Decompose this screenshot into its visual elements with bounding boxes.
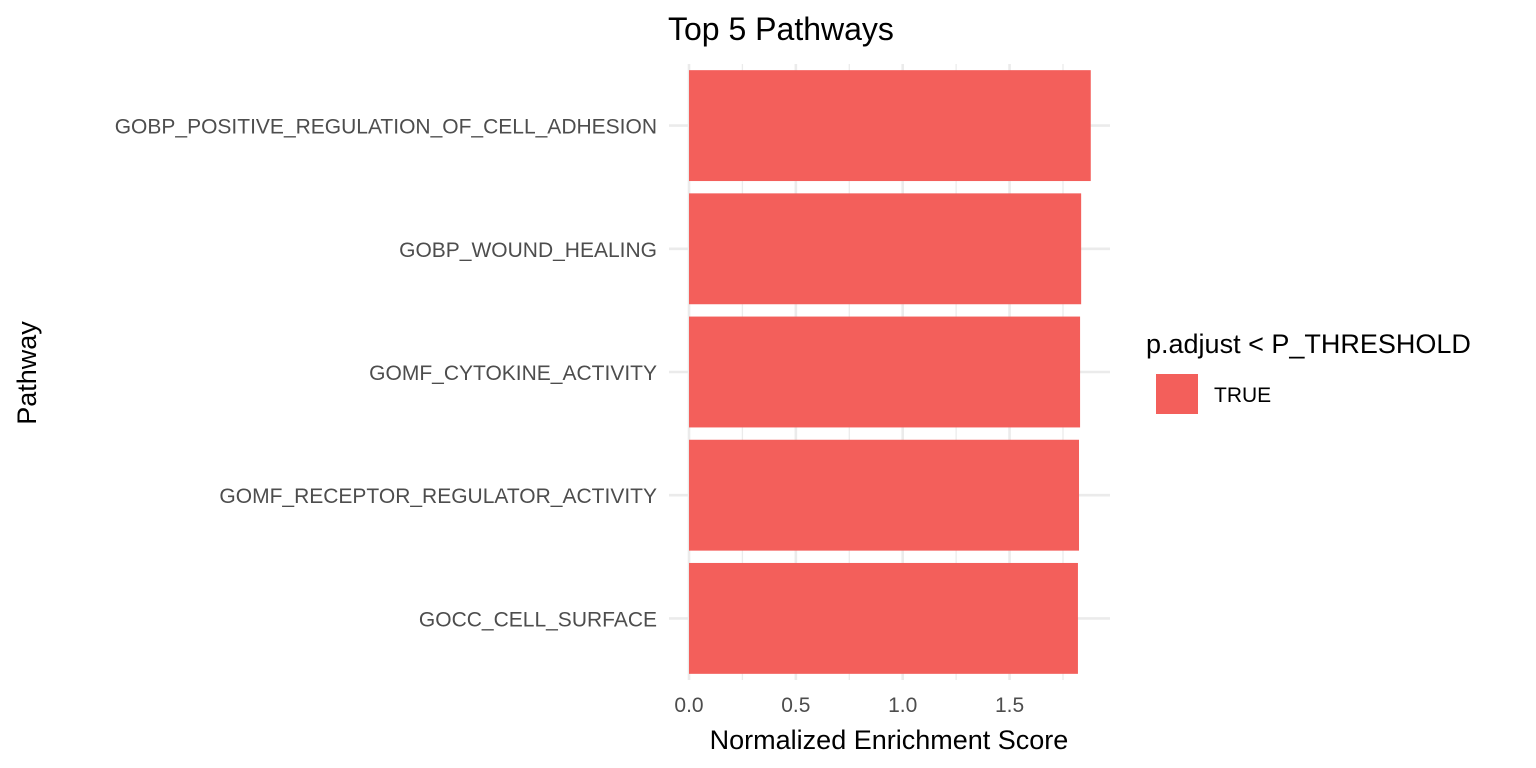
y-axis-tick-labels: GOBP_POSITIVE_REGULATION_OF_CELL_ADHESIO… (115, 116, 657, 632)
legend-title: p.adjust < P_THRESHOLD (1146, 329, 1471, 359)
bar-gomf-cytokine-activity (689, 316, 1081, 428)
legend-label-true: TRUE (1214, 384, 1271, 407)
y-tick-label: GOCC_CELL_SURFACE (419, 608, 657, 631)
legend: p.adjust < P_THRESHOLD TRUE (1146, 329, 1471, 414)
y-axis-title: Pathway (12, 321, 42, 425)
x-tick-label: 0.0 (674, 694, 703, 717)
bar-gomf-receptor-regulator-activity (689, 439, 1080, 551)
x-tick-label: 1.0 (888, 694, 917, 717)
x-axis-tick-labels: 0.0 0.5 1.0 1.5 (674, 694, 1024, 717)
bar-gobp-positive-regulation-of-cell-adhesion (689, 70, 1091, 182)
y-tick-label: GOBP_POSITIVE_REGULATION_OF_CELL_ADHESIO… (115, 116, 657, 139)
x-axis-title: Normalized Enrichment Score (710, 725, 1069, 755)
chart-title: Top 5 Pathways (668, 11, 894, 47)
bar-gobp-wound-healing (689, 193, 1082, 305)
x-tick-label: 1.5 (995, 694, 1024, 717)
bars (689, 70, 1091, 674)
x-tick-label: 0.5 (781, 694, 810, 717)
legend-key-true (1156, 374, 1198, 414)
bar-gocc-cell-surface (689, 562, 1078, 674)
y-tick-label: GOMF_RECEPTOR_REGULATOR_ACTIVITY (219, 485, 657, 508)
y-tick-label: GOBP_WOUND_HEALING (399, 239, 657, 262)
y-tick-label: GOMF_CYTOKINE_ACTIVITY (369, 362, 657, 385)
